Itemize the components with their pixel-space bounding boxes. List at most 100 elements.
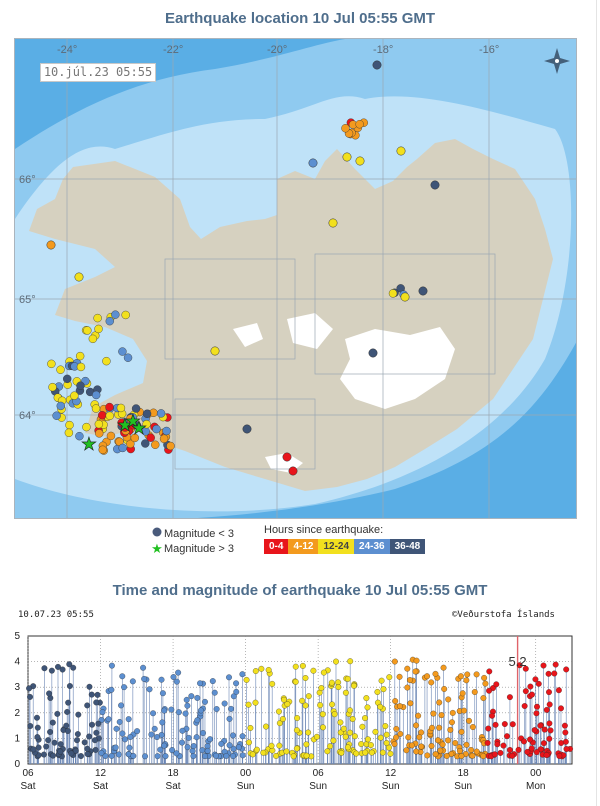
- quake-point: [445, 737, 452, 744]
- quake-point: [372, 728, 379, 735]
- large-quake-star: ★: [125, 411, 141, 431]
- quake-point: [99, 709, 106, 716]
- quake-point: [408, 742, 415, 749]
- quake-point: [89, 721, 96, 728]
- quake-point: [506, 694, 513, 701]
- quake-marker: [130, 433, 140, 443]
- quake-point: [157, 746, 164, 753]
- y-tick-label: 0: [14, 759, 20, 770]
- quake-point: [26, 685, 33, 692]
- quake-marker: [92, 390, 101, 400]
- quake-marker: [116, 403, 126, 413]
- quake-marker: [355, 120, 364, 129]
- quake-point: [275, 708, 282, 715]
- quake-point: [302, 675, 309, 681]
- quake-point: [75, 711, 82, 718]
- quake-point: [529, 691, 535, 698]
- quake-point: [329, 701, 336, 708]
- quake-point: [194, 717, 201, 724]
- quake-point: [159, 719, 166, 726]
- quake-point: [183, 696, 190, 703]
- quake-point: [535, 680, 542, 687]
- quake-marker: [162, 426, 171, 436]
- quake-marker: [97, 410, 107, 420]
- quake-point: [480, 695, 487, 702]
- quake-marker: [142, 409, 152, 418]
- quake-point: [330, 737, 337, 744]
- chart-axes: 01234506Sat12Sat18Sat00Sun06Sun12Sun18Su…: [14, 631, 545, 792]
- x-tick-hour: 12: [385, 768, 397, 779]
- graticule-lines: [15, 39, 576, 518]
- quake-marker: [142, 420, 151, 429]
- quake-point: [226, 742, 233, 749]
- quake-marker: [105, 316, 114, 326]
- quake-point: [161, 707, 168, 714]
- hours-legend: Hours since earthquake: 0-4 4-12 12-24 24-3…: [264, 524, 426, 554]
- longitude-label: -16°: [479, 44, 499, 56]
- graticule-labels: -24° -22° -20° -18° -16° 66° 65° 64°: [19, 44, 499, 422]
- quake-point: [290, 753, 297, 760]
- y-tick-label: 2: [14, 708, 20, 719]
- quake-point: [522, 665, 529, 672]
- quake-point: [150, 710, 157, 717]
- quake-point: [342, 689, 349, 696]
- quake-point: [245, 701, 252, 708]
- quake-point: [239, 733, 246, 740]
- quake-marker: [368, 348, 378, 358]
- quake-point: [382, 723, 389, 730]
- quake-point: [324, 748, 331, 755]
- iceland-land: [29, 139, 553, 491]
- quake-point: [452, 740, 459, 746]
- quake-marker: [288, 466, 298, 476]
- quake-point: [64, 728, 71, 734]
- quake-point: [456, 747, 463, 754]
- longitude-label: -22°: [163, 44, 183, 56]
- quake-point: [466, 717, 472, 724]
- quake-point: [374, 689, 381, 695]
- quake-point: [563, 746, 570, 752]
- quake-point: [213, 706, 220, 713]
- quake-point: [88, 691, 95, 698]
- quake-point: [184, 702, 191, 709]
- quake-point: [504, 733, 510, 740]
- quake-point: [204, 747, 211, 754]
- quake-point: [108, 686, 115, 693]
- quake-marker: [75, 351, 85, 361]
- y-tick-label: 1: [14, 733, 20, 744]
- quake-point: [318, 685, 325, 691]
- quake-point: [213, 752, 219, 759]
- quake-point: [480, 753, 487, 760]
- quake-point: [391, 658, 398, 665]
- quake-point: [126, 744, 133, 751]
- quake-point: [406, 677, 413, 683]
- quake-point: [221, 700, 228, 707]
- quake-marker: [355, 156, 365, 166]
- quake-point: [482, 680, 489, 687]
- quake-point: [359, 723, 366, 730]
- quake-point: [63, 722, 70, 729]
- earthquake-map[interactable]: -24° -22° -20° -18° -16° 66° 65° 64° ★ ★ ★ ★: [14, 38, 577, 519]
- quake-point: [404, 684, 411, 691]
- quake-marker: [118, 443, 127, 453]
- compass-icon[interactable]: [540, 44, 574, 78]
- x-tick-hour: 06: [22, 768, 34, 779]
- quake-point: [118, 702, 125, 709]
- quake-point: [527, 736, 533, 743]
- quake-point: [555, 687, 562, 694]
- x-tick-day: Sun: [237, 781, 255, 792]
- quake-point: [486, 668, 493, 675]
- quake-point: [531, 727, 538, 734]
- x-tick-hour: 12: [95, 768, 107, 779]
- x-tick-day: Sun: [382, 781, 400, 792]
- quake-point: [57, 741, 64, 748]
- quake-point: [415, 712, 422, 719]
- quake-marker: [102, 356, 111, 366]
- quake-point: [263, 723, 269, 730]
- quake-point: [68, 750, 75, 757]
- quake-point: [521, 703, 528, 709]
- quake-point: [179, 739, 185, 746]
- longitude-label: -20°: [267, 44, 287, 56]
- quake-point: [413, 657, 420, 664]
- quake-point: [344, 744, 351, 751]
- quake-point: [413, 748, 420, 755]
